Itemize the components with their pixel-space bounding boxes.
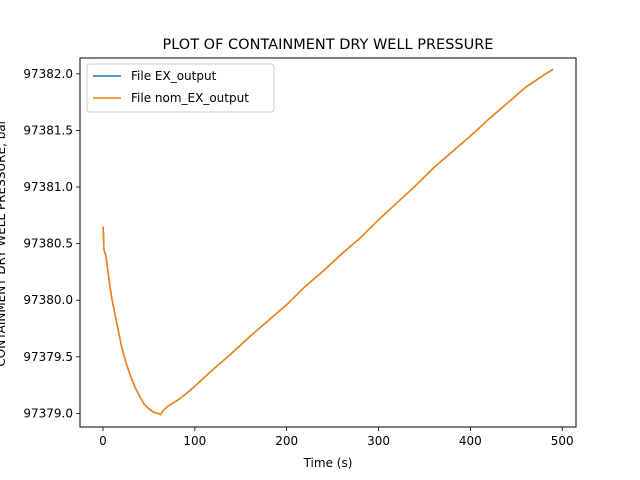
y-tick-label: 97380.5 [23, 237, 73, 251]
chart-title: PLOT OF CONTAINMENT DRY WELL PRESSURE [163, 37, 494, 53]
y-tick-label: 97379.0 [23, 406, 73, 420]
x-tick-label: 0 [99, 434, 107, 448]
y-tick-label: 97381.5 [23, 123, 73, 137]
x-tick-label: 400 [459, 434, 482, 448]
series-layer [102, 68, 554, 416]
legend-box [86, 63, 275, 113]
y-tick-label: 97382.0 [23, 67, 73, 81]
legend-label-nom-ex-output: File nom_EX_output [131, 91, 249, 105]
x-tick-label: 300 [367, 434, 390, 448]
y-axis-ticks: 97379.0 97379.5 97380.0 97380.5 97381.0 97381… [23, 67, 80, 420]
y-tick-label: 97379.5 [23, 350, 73, 364]
y-tick-label: 97380.0 [23, 293, 73, 307]
y-axis-label: CONTAINMENT DRY WELL PRESSURE, bar [0, 119, 8, 366]
x-tick-label: 100 [183, 434, 206, 448]
series-line-nom-ex-output [102, 68, 554, 416]
x-tick-label: 500 [551, 434, 574, 448]
x-axis-label: Time (s) [303, 456, 353, 470]
x-axis-ticks: 0 100 200 300 400 500 [99, 427, 574, 448]
y-tick-label: 97381.0 [23, 180, 73, 194]
x-tick-label: 200 [275, 434, 298, 448]
legend: File EX_output File nom_EX_output [86, 63, 275, 113]
legend-label-ex-output: File EX_output [131, 69, 217, 83]
plot-frame [79, 57, 577, 428]
